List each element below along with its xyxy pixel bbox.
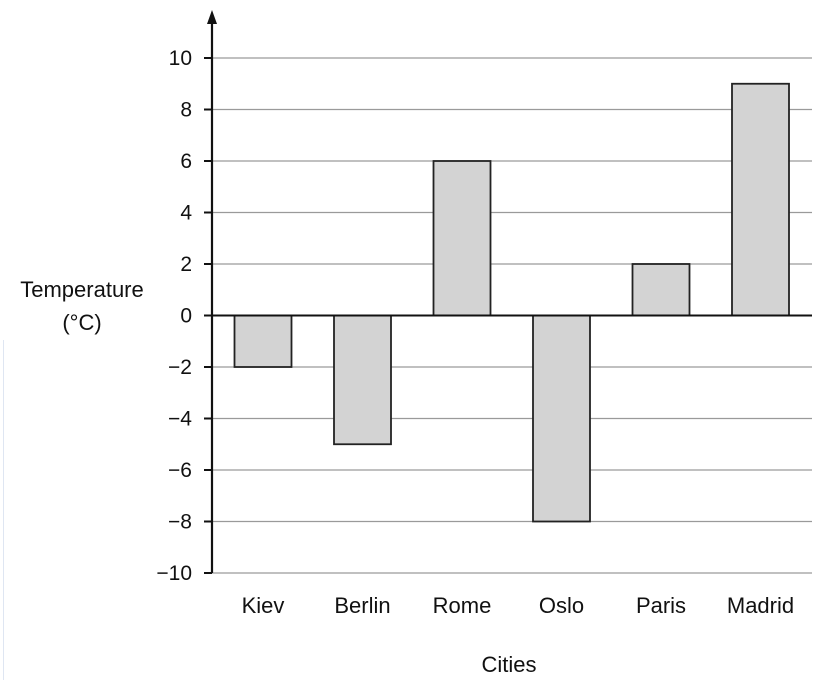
y-tick-label: −2 [168,356,192,379]
y-tick-label: 8 [180,99,192,122]
y-tick-label: 0 [180,305,192,328]
bar-oslo [532,314,591,523]
y-tick-label: −4 [168,408,192,431]
y-tick-label: −6 [168,459,192,482]
y-tick-label: −10 [156,562,192,585]
axes [207,10,812,573]
x-axis-label: Cities [481,652,536,677]
x-tick-labels: Kiev Berlin Rome Oslo Paris Madrid [242,593,795,618]
y-tick-label: 10 [169,47,192,70]
bars [233,82,790,523]
bar-paris [631,263,691,317]
x-tick-label: Kiev [242,593,285,618]
y-tick-label: −8 [168,511,192,534]
bar-berlin [333,314,392,446]
x-tick-label: Madrid [727,593,794,618]
y-axis-label-line-2: (°C) [62,310,101,335]
bar-madrid [731,82,790,317]
x-tick-label: Berlin [334,593,390,618]
x-tick-label: Oslo [539,593,584,618]
y-axis-label-line-1: Temperature [20,277,144,302]
y-axis-arrow-icon [207,10,217,24]
bar-rome [432,160,492,317]
y-tick-label: 4 [180,202,192,225]
left-edge-line [3,340,4,680]
x-tick-label: Rome [433,593,492,618]
y-tick-label: 2 [180,253,192,276]
y-tick-label: 6 [180,150,192,173]
y-tick-labels: 10 8 6 4 2 0 −2 −4 −6 −8 −10 [156,47,192,585]
x-tick-label: Paris [636,593,686,618]
bar-kiev [233,314,293,368]
grid-lines [204,57,812,574]
